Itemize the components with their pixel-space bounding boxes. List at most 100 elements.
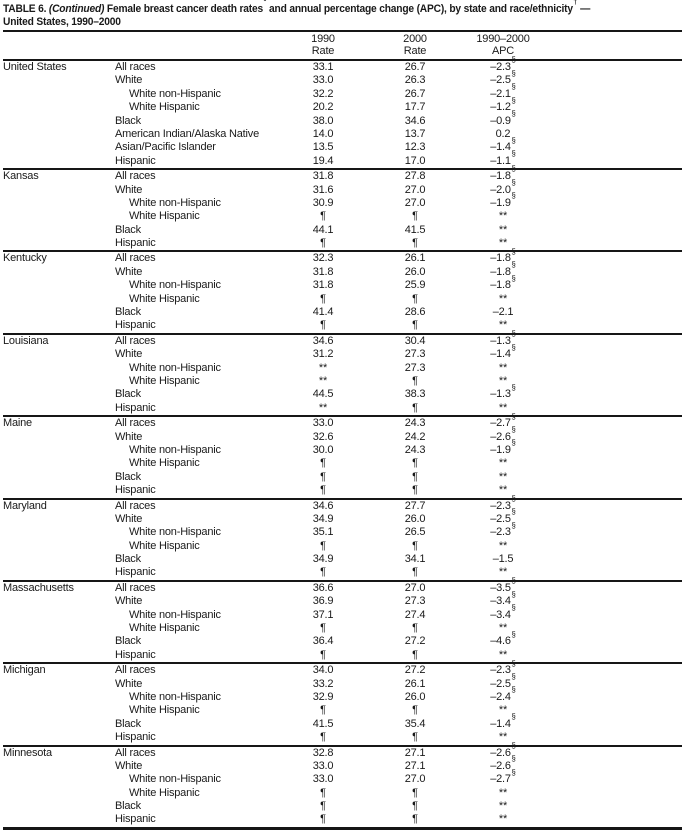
rate-2000-value: ¶ [412,210,418,223]
apc-significance-marker: § [511,712,516,722]
apc-significance-marker: § [511,149,516,159]
apc-value: –1.4§ [490,342,516,361]
state-name: Michigan [3,664,46,677]
apc-value: ** [498,237,508,250]
apc-significance-marker: § [511,438,516,448]
apc-value: ** [498,361,508,374]
rate-1990-value: ¶ [320,457,326,470]
apc-significance-marker: § [511,658,516,668]
rate-2000-value: ¶ [412,401,418,414]
footnote-dagger-marker: † [573,0,578,6]
apc-value: 0.2 [495,127,511,140]
table-row: Hispanic ¶ ¶ ** [3,731,682,744]
apc-value: ** [498,704,508,717]
rate-2000-value: 27.3 [404,348,426,361]
table-row: White 31.8 26.0 –1.8§ [3,260,682,279]
rate-1990-value: 34.9 [312,553,334,566]
table-row: White Hispanic ¶ ¶ ** [3,540,682,553]
apc-value: –1.4§ [490,712,516,730]
apc-significance-marker: § [511,260,516,270]
table-row: White non-Hispanic 37.1 27.4 –3.4§ [3,603,682,622]
table-row: White Hispanic ¶ ¶ ** [3,787,682,800]
apc-significance-marker: § [511,108,516,118]
race-ethnicity-label: Black [115,470,141,483]
rate-1990-value: 36.6 [312,581,334,594]
rate-2000-value: 34.1 [404,553,426,566]
state-name: Louisiana [3,334,49,347]
race-ethnicity-label: White [115,74,143,87]
table-row: Black ¶ ¶ ** [3,800,682,813]
apc-value: ** [498,786,508,799]
apc-value: –1.8§ [490,260,516,278]
rate-2000-value: 27.2 [404,635,426,648]
apc-significance-marker: § [511,493,516,503]
apc-value: ** [498,484,508,497]
rate-2000-value: 13.7 [404,127,426,140]
table-row: White 31.2 27.3 –1.4§ [3,342,682,361]
race-ethnicity-label: Hispanic [115,319,156,332]
race-ethnicity-label: White Hispanic [129,210,200,223]
apc-significance-marker: § [511,246,516,256]
apc-significance-marker: § [511,424,516,434]
apc-significance-marker: § [511,589,516,599]
apc-value: –1.8§ [490,164,516,183]
rate-1990-value: 31.6 [312,183,334,196]
rate-1990-value: 32.6 [312,430,334,443]
apc-significance-marker: § [511,164,516,174]
table-row: White 33.0 26.3 –2.5§ [3,69,682,87]
rate-2000-value: ¶ [412,704,418,717]
rate-1990-value: 34.9 [312,512,334,525]
rate-2000-value: 27.0 [404,773,426,786]
apc-value: ** [498,457,508,470]
table-row: Hispanic ¶ ¶ ** [3,319,682,332]
apc-value: –2.7§ [490,411,516,430]
race-ethnicity-label: Hispanic [115,484,156,497]
race-ethnicity-label: All races [115,61,156,73]
apc-significance-marker: § [511,382,516,392]
race-ethnicity-label: White non-Hispanic [129,196,221,209]
apc-value: –2.7§ [490,767,516,786]
race-ethnicity-label: Black [115,553,141,566]
rate-2000-value: 41.5 [404,223,426,236]
apc-value: –2.1 [492,306,514,319]
apc-value: –1.3§ [490,329,516,347]
rate-1990-value: ¶ [320,813,326,826]
table-body: United States All races 33.1 26.7 –2.3§ … [3,56,682,830]
state-section: United States All races 33.1 26.7 –2.3§ … [3,56,682,171]
table-row: White non-Hispanic 32.9 26.0 –2.4§ [3,686,682,704]
table-row: White Hispanic ¶ ¶ ** [3,622,682,635]
race-ethnicity-label: White non-Hispanic [129,361,221,374]
rate-2000-value: 26.7 [404,61,426,73]
rate-1990-value: 31.8 [312,170,334,183]
apc-value: –2.6§ [490,424,516,443]
table-row: Massachusetts All races 36.6 27.0 –3.5§ [3,577,682,595]
rate-1990-value: 41.4 [312,306,334,319]
rate-1990-value: ** [318,374,328,387]
rate-1990-value: ¶ [320,292,326,305]
apc-value: ** [498,731,508,744]
title-text-2: and annual percentage change (APC), by s… [269,3,573,15]
apc-value: –2.6§ [490,754,516,772]
rate-2000-value: ¶ [412,237,418,250]
race-ethnicity-label: White non-Hispanic [129,690,221,703]
apc-value: ** [498,566,508,579]
race-ethnicity-label: White non-Hispanic [129,526,221,539]
race-ethnicity-label: White Hispanic [129,292,200,305]
table-row: American Indian/Alaska Native 14.0 13.7 … [3,128,682,141]
apc-value: –1.9§ [490,191,516,209]
continued-marker: (Continued) [48,3,105,15]
table-row: White 31.6 27.0 –2.0§ [3,178,682,197]
rate-1990-value: ¶ [320,539,326,552]
rate-1990-value: ¶ [320,786,326,799]
state-section: Kentucky All races 32.3 26.1 –1.8§ White… [3,247,682,335]
rate-1990-value: 33.1 [312,61,334,73]
rate-1990-value: 33.0 [312,759,334,772]
apc-value: –1.2§ [490,95,516,114]
rate-1990-value: 32.9 [312,690,334,703]
apc-significance-marker: § [511,55,516,65]
race-ethnicity-label: Black [115,635,141,648]
race-ethnicity-label: Black [115,717,141,730]
race-ethnicity-label: White non-Hispanic [129,773,221,786]
table-row: White 32.6 24.2 –2.6§ [3,424,682,444]
rate-2000-value: ¶ [412,457,418,470]
